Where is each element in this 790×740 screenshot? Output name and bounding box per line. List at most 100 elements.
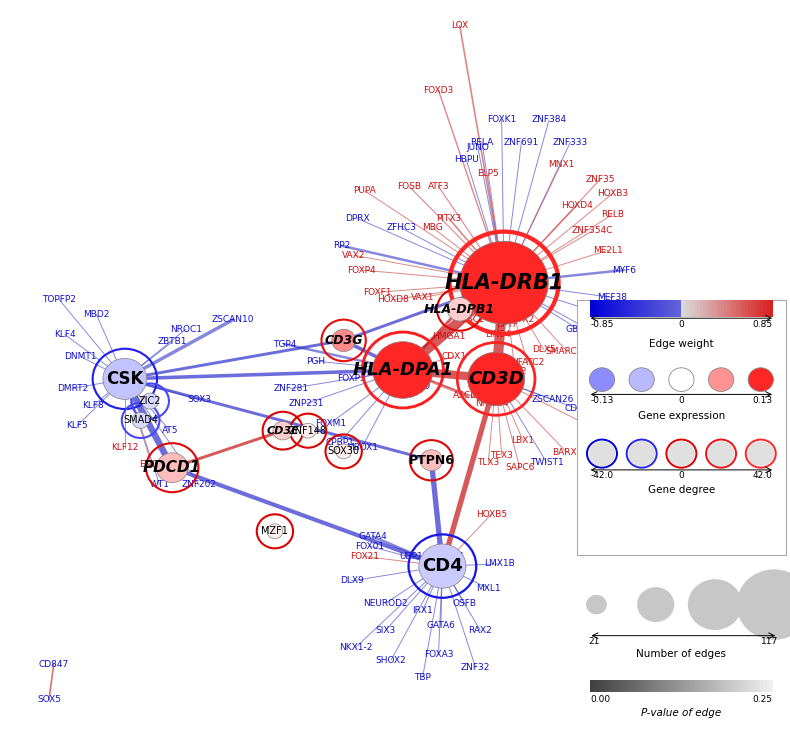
Text: ME2L1: ME2L1 xyxy=(593,246,623,255)
Bar xyxy=(608,680,611,692)
Text: PUPA: PUPA xyxy=(354,186,376,195)
Text: 0.13: 0.13 xyxy=(753,396,773,405)
Text: TWIST1: TWIST1 xyxy=(530,458,563,467)
Text: FOSB: FOSB xyxy=(397,182,421,191)
Text: BARX2: BARX2 xyxy=(552,448,582,457)
Text: NKX1-2: NKX1-2 xyxy=(339,643,372,652)
Bar xyxy=(623,680,626,692)
Bar xyxy=(675,680,679,692)
Circle shape xyxy=(637,587,675,622)
Text: SOX30: SOX30 xyxy=(328,446,359,457)
Bar xyxy=(611,300,615,317)
Text: UBP1: UBP1 xyxy=(399,552,423,561)
Text: ZNF384: ZNF384 xyxy=(532,115,566,124)
Text: HOXD8: HOXD8 xyxy=(378,295,409,304)
Circle shape xyxy=(447,297,472,321)
Text: DLX5: DLX5 xyxy=(532,345,555,354)
Bar xyxy=(690,680,694,692)
Circle shape xyxy=(708,441,735,466)
Text: SHOX2: SHOX2 xyxy=(376,656,406,665)
Text: 0.85: 0.85 xyxy=(753,320,773,329)
Circle shape xyxy=(747,441,774,466)
Text: NFATC3: NFATC3 xyxy=(604,315,637,324)
Circle shape xyxy=(336,444,352,459)
Text: ELP5: ELP5 xyxy=(477,169,499,178)
Bar xyxy=(636,300,639,317)
Bar xyxy=(733,300,736,317)
Text: HBPU: HBPU xyxy=(453,155,479,164)
Text: PITX3: PITX3 xyxy=(436,214,461,223)
Text: 0.00: 0.00 xyxy=(590,695,610,704)
Bar xyxy=(712,680,715,692)
Text: ZBTB1: ZBTB1 xyxy=(157,337,187,346)
Bar xyxy=(654,300,657,317)
Text: 0: 0 xyxy=(679,471,684,480)
Text: MNX1: MNX1 xyxy=(547,160,574,169)
Text: P-value of edge: P-value of edge xyxy=(641,708,721,719)
Bar xyxy=(641,680,645,692)
Bar xyxy=(721,680,724,692)
Text: -42.0: -42.0 xyxy=(590,471,613,480)
Bar xyxy=(745,680,748,692)
Bar xyxy=(694,300,697,317)
Text: ZKSCAN1: ZKSCAN1 xyxy=(423,552,465,561)
Circle shape xyxy=(141,393,159,409)
Text: 42.0: 42.0 xyxy=(753,471,773,480)
Text: AT5: AT5 xyxy=(162,426,178,435)
Circle shape xyxy=(373,342,433,398)
Bar xyxy=(621,680,623,692)
Circle shape xyxy=(589,368,615,391)
Bar xyxy=(730,300,733,317)
Bar xyxy=(600,300,602,317)
Text: -0.13: -0.13 xyxy=(590,396,614,405)
Text: NFATC2: NFATC2 xyxy=(511,358,544,367)
Text: ZIC2: ZIC2 xyxy=(139,396,161,406)
Text: 0: 0 xyxy=(679,320,684,329)
Bar xyxy=(672,680,675,692)
Bar xyxy=(736,680,739,692)
Bar xyxy=(648,680,651,692)
Bar xyxy=(743,300,745,317)
Bar xyxy=(626,300,630,317)
Bar xyxy=(751,680,754,692)
Bar xyxy=(709,300,712,317)
Bar xyxy=(666,300,669,317)
Text: GBX1: GBX1 xyxy=(566,325,591,334)
Text: LMX1B: LMX1B xyxy=(484,559,514,568)
Text: PTPN6: PTPN6 xyxy=(408,454,454,467)
Text: CPBP1: CPBP1 xyxy=(325,438,354,447)
Bar xyxy=(602,300,605,317)
Text: RP2: RP2 xyxy=(333,241,350,250)
Circle shape xyxy=(460,241,548,324)
Bar xyxy=(754,680,758,692)
Text: ZNF354C: ZNF354C xyxy=(572,226,613,235)
Circle shape xyxy=(709,368,734,391)
Text: ZNF691: ZNF691 xyxy=(504,138,539,147)
Bar xyxy=(721,300,724,317)
Bar xyxy=(715,680,718,692)
Bar xyxy=(758,680,761,692)
Bar xyxy=(715,300,718,317)
Bar xyxy=(630,300,633,317)
Text: 21: 21 xyxy=(589,637,600,646)
Bar xyxy=(626,680,630,692)
Text: GATA6: GATA6 xyxy=(427,621,455,630)
Bar xyxy=(684,300,687,317)
Text: ZNF281: ZNF281 xyxy=(273,384,308,393)
FancyBboxPatch shape xyxy=(577,300,786,555)
Bar xyxy=(751,300,754,317)
Text: ENO1: ENO1 xyxy=(139,460,164,469)
Text: DBX2: DBX2 xyxy=(586,426,611,435)
Text: CD3D: CD3D xyxy=(468,370,524,388)
Text: GSX2: GSX2 xyxy=(502,367,528,376)
Bar xyxy=(596,300,600,317)
Text: RELB: RELB xyxy=(600,210,624,219)
Text: ZNF202: ZNF202 xyxy=(182,480,216,489)
Text: ZNF32: ZNF32 xyxy=(461,663,491,672)
Bar xyxy=(718,680,721,692)
Circle shape xyxy=(132,412,149,428)
Bar xyxy=(687,680,690,692)
Circle shape xyxy=(629,368,654,391)
Bar xyxy=(657,680,660,692)
Text: CD3G: CD3G xyxy=(325,334,363,347)
